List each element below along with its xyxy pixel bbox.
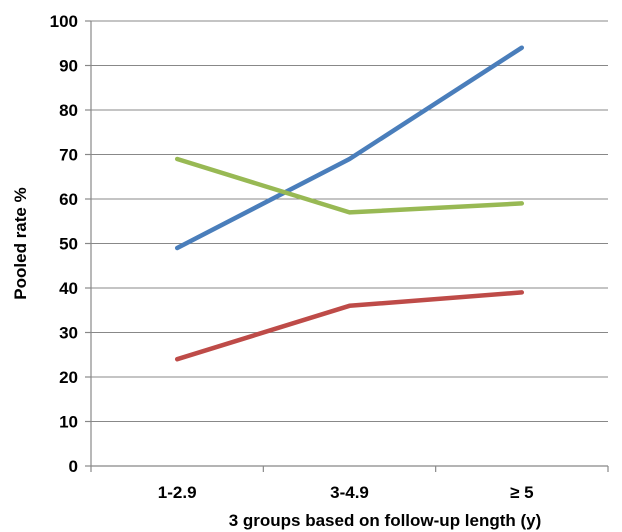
series-line-1 [174,45,525,251]
y-tick-label: 0 [69,457,78,476]
y-tick-label: 90 [59,57,78,76]
series-line-3 [174,290,525,362]
y-tick-label: 60 [59,190,78,209]
x-tick-label: ≥ 5 [510,483,534,502]
x-tick-label: 3-4.9 [330,483,369,502]
x-axis-title: 3 groups based on follow-up length (y) [229,511,542,530]
y-tick-label: 80 [59,101,78,120]
y-tick-label: 20 [59,368,78,387]
y-axis-title: Pooled rate % [11,187,30,299]
y-tick-label: 100 [50,12,78,31]
y-tick-label: 70 [59,146,78,165]
y-tick-label: 40 [59,279,78,298]
series-line-2 [174,156,525,215]
y-tick-labels: 0 10 20 30 40 50 60 70 80 90 100 [50,12,78,476]
x-tick-labels: 1-2.9 3-4.9 ≥ 5 [158,483,534,502]
x-tick-label: 1-2.9 [158,483,197,502]
y-tick-label: 10 [59,413,78,432]
y-tick-label: 30 [59,324,78,343]
series-lines [174,45,525,362]
axes [90,21,608,467]
gridlines [85,20,609,472]
y-tick-label: 50 [59,235,78,254]
